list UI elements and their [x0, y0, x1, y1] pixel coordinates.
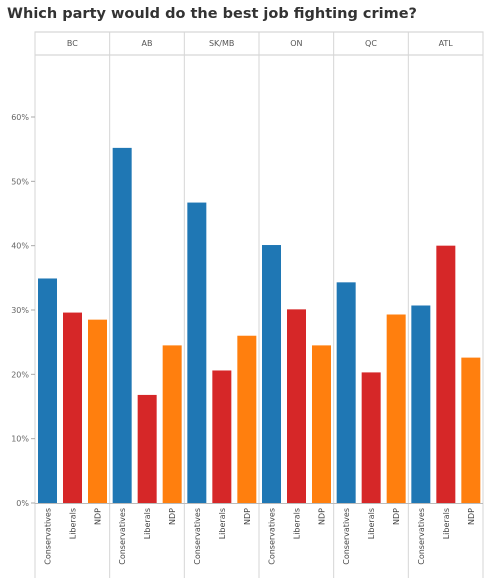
y-tick-label: 40%: [11, 242, 29, 251]
x-tick-label: Conservatives: [44, 508, 53, 565]
y-tick-label: 0%: [16, 499, 29, 508]
bar-liberals: [361, 372, 381, 503]
bar-liberals: [287, 309, 306, 503]
bar-liberals: [436, 245, 456, 503]
panel-label: AB: [142, 39, 153, 48]
bar-conservatives: [187, 202, 207, 503]
x-tick-label: Conservatives: [118, 508, 127, 565]
x-tick-label: Conservatives: [268, 508, 277, 565]
bar-ndp: [386, 314, 406, 503]
x-tick-label: Liberals: [69, 508, 78, 539]
x-tick-label: Liberals: [218, 508, 227, 539]
x-tick-label: Conservatives: [342, 508, 351, 565]
bar-ndp: [88, 319, 107, 503]
x-tick-label: NDP: [318, 508, 327, 525]
x-tick-label: NDP: [392, 508, 401, 525]
chart-title: Which party would do the best job fighti…: [7, 6, 417, 22]
y-tick-label: 50%: [11, 177, 29, 186]
bar-conservatives: [38, 278, 57, 503]
panel-label: ATL: [439, 39, 454, 48]
x-tick-label: NDP: [168, 508, 177, 525]
bar-liberals: [63, 312, 82, 503]
bar-ndp: [237, 335, 257, 503]
x-tick-label: NDP: [467, 508, 476, 525]
bar-ndp: [461, 357, 481, 503]
bar-conservatives: [262, 245, 281, 504]
x-tick-label: Conservatives: [417, 508, 426, 565]
x-tick-label: NDP: [94, 508, 103, 525]
y-tick-label: 10%: [11, 435, 29, 444]
bar-ndp: [162, 345, 182, 503]
y-tick-label: 30%: [11, 306, 29, 315]
x-tick-label: Liberals: [442, 508, 451, 539]
bar-conservatives: [411, 305, 431, 503]
bar-liberals: [137, 394, 157, 503]
y-tick-label: 20%: [11, 370, 29, 379]
panel-label: BC: [67, 39, 78, 48]
y-tick-label: 60%: [11, 113, 29, 122]
panel-label: ON: [290, 39, 302, 48]
panel-label: SK/MB: [209, 39, 234, 48]
x-tick-label: Liberals: [293, 508, 302, 539]
bar-conservatives: [112, 147, 132, 503]
x-tick-label: Liberals: [143, 508, 152, 539]
x-tick-label: NDP: [243, 508, 252, 525]
bar-liberals: [212, 370, 232, 503]
x-tick-label: Liberals: [367, 508, 376, 539]
bar-conservatives: [336, 282, 356, 503]
panel-label: QC: [365, 39, 377, 48]
x-tick-label: Conservatives: [193, 508, 202, 565]
bar-ndp: [312, 345, 331, 503]
